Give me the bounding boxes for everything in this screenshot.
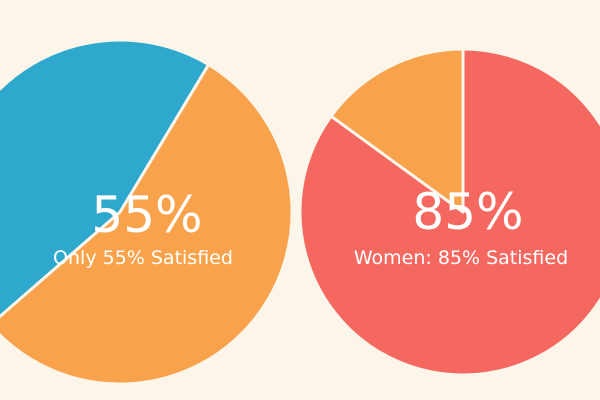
- right-big-percentage: 85%: [412, 183, 523, 241]
- pie-chart-right: [298, 47, 600, 377]
- left-caption: Only 55% Satisfied: [53, 247, 233, 269]
- left-pie-slice-1: [0, 63, 294, 386]
- right-pie-slice-2: [329, 47, 465, 214]
- left-pie-slice-2: [0, 38, 211, 319]
- pie-chart-left: [0, 38, 294, 386]
- right-pie-slice-1: [298, 47, 600, 377]
- left-big-percentage: 55%: [91, 186, 202, 244]
- right-caption: Women: 85% Satisfied: [354, 247, 568, 269]
